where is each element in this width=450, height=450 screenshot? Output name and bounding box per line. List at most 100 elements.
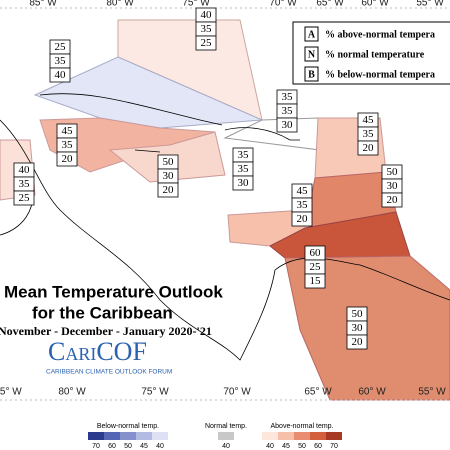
key-letter-box <box>304 46 319 62</box>
key-letter: B <box>308 69 315 80</box>
key-letter-box <box>304 66 319 82</box>
longitude-label: 60° W <box>358 387 386 398</box>
zone-below: 25 <box>19 192 31 204</box>
scale-swatch <box>278 432 294 440</box>
longitude-label: 60° W <box>361 0 389 9</box>
zone-normal: 35 <box>282 105 294 117</box>
color-scale: Below-normal temp. 70 60 50 45 40 Normal temp.… <box>88 423 342 450</box>
scale-tick: 60 <box>108 443 116 450</box>
zone-above: 45 <box>297 185 309 197</box>
region <box>284 255 450 401</box>
zone-normal: 30 <box>387 180 399 192</box>
zone-above: 45 <box>62 125 74 137</box>
zone-box: 50 30 20 <box>157 154 179 198</box>
zone-below: 30 <box>238 177 250 189</box>
key: A % above-normal tempera N % normal tempera… <box>292 21 450 85</box>
zone-probabilities: 25 35 40 40 35 25 35 35 30 45 35 20 50 30 20 35 35 30 40 35… <box>13 7 403 350</box>
key-text: % below-normal tempera <box>325 69 435 80</box>
zone-box: 45 35 20 <box>357 112 379 156</box>
longitude-label: 75° W <box>141 387 169 398</box>
zone-cell <box>381 192 403 208</box>
zone-below: 20 <box>352 336 364 348</box>
longitude-label: 55° W <box>418 387 446 398</box>
coastline <box>0 119 450 361</box>
zone-box: 35 35 30 <box>232 147 254 191</box>
scale-swatch <box>88 432 104 440</box>
zone-normal: 35 <box>201 23 213 35</box>
zone-below: 20 <box>297 213 309 225</box>
zone-above: 50 <box>352 308 364 320</box>
longitude-label: 85° W <box>29 0 57 9</box>
zone-above: 40 <box>19 164 31 176</box>
zone-below: 30 <box>282 119 294 131</box>
zone-below: 20 <box>62 153 74 165</box>
zone-cell <box>357 140 379 156</box>
coastline <box>134 149 161 153</box>
zone-box: 50 30 20 <box>346 306 368 350</box>
zone-above: 35 <box>282 91 294 103</box>
zone-below: 20 <box>387 194 399 206</box>
graticule <box>0 7 450 401</box>
zone-box: 45 35 20 <box>291 183 313 227</box>
longitude-label: 80° W <box>106 0 134 9</box>
scale-tick: 40 <box>156 443 164 450</box>
scale-swatch <box>294 432 310 440</box>
zone-box: 50 30 20 <box>381 164 403 208</box>
longitude-label: 70° W <box>269 0 297 9</box>
zone-cell <box>291 211 313 227</box>
coastline <box>39 93 223 126</box>
zone-box: 60 25 15 <box>304 245 326 289</box>
scale-label: Normal temp. <box>205 423 247 430</box>
zone-cell <box>195 35 217 51</box>
scale-swatch <box>152 432 168 440</box>
scale-swatch <box>326 432 342 440</box>
scale-tick: 40 <box>222 443 230 450</box>
zone-below: 20 <box>363 142 375 154</box>
longitude-label: 65° W <box>316 0 344 9</box>
axis-labels: 85° W 80° W 75° W 70° W 65° W 60° W 55° W 85° W… <box>0 0 446 398</box>
zone-normal: 35 <box>55 55 67 67</box>
zone-normal: 35 <box>238 163 250 175</box>
zone-above: 50 <box>163 156 175 168</box>
zone-below: 25 <box>201 37 213 49</box>
key-box <box>292 21 450 85</box>
zone-box: 40 35 25 <box>195 7 217 51</box>
zone-cell <box>232 175 254 191</box>
zone-above: 40 <box>201 9 213 21</box>
zone-box: 40 35 25 <box>13 162 35 206</box>
title-line: Mean Temperature Outlook <box>4 282 223 301</box>
zone-normal: 35 <box>363 128 375 140</box>
key-letter: N <box>308 49 316 60</box>
zone-cell <box>304 273 326 289</box>
zone-above: 25 <box>55 41 67 53</box>
zone-cell <box>276 117 298 133</box>
key-letter: A <box>308 29 316 40</box>
scale-swatch <box>120 432 136 440</box>
period: November - December - January 2020-'21 <box>0 324 212 338</box>
zone-cell <box>56 151 78 167</box>
region <box>33 56 263 129</box>
zone-cell <box>49 67 71 83</box>
zone-box: 35 35 30 <box>276 89 298 133</box>
longitude-label: 55° W <box>416 0 444 9</box>
longitude-label: 65° W <box>304 387 332 398</box>
zone-normal: 35 <box>19 178 31 190</box>
scale-tick: 45 <box>282 443 290 450</box>
scale-label: Below-normal temp. <box>97 423 159 430</box>
scale-tick: 40 <box>266 443 274 450</box>
scale-swatch <box>310 432 326 440</box>
longitude-label: 75° W <box>182 0 210 9</box>
coastline <box>224 127 300 141</box>
zone-above: 35 <box>238 149 250 161</box>
logo: CariCOF CARIBBEAN CLIMATE OUTLOOK FORUM <box>46 337 172 376</box>
key-text: % normal temperature <box>325 49 425 60</box>
scale-tick: 45 <box>140 443 148 450</box>
zone-below: 40 <box>55 69 67 81</box>
longitude-label: 80° W <box>58 387 86 398</box>
scale-tick: 60 <box>314 443 322 450</box>
zone-cell <box>13 190 35 206</box>
scale-label: Above-normal temp. <box>270 423 333 430</box>
key-text: % above-normal tempera <box>325 29 435 40</box>
scale-tick: 70 <box>330 443 338 450</box>
zone-normal: 35 <box>297 199 309 211</box>
